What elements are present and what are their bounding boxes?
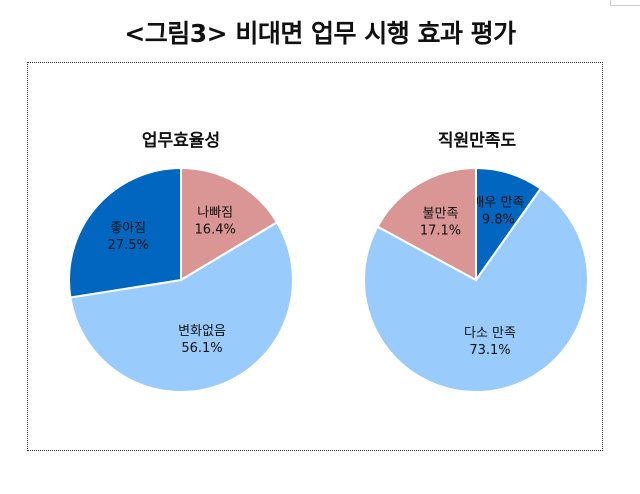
slice-label-0-0: 나빠짐 [197, 206, 233, 221]
slice-label-1-2: 불만족 [423, 206, 459, 221]
slice-value-0-1: 56.1% [181, 341, 222, 356]
slice-label-0-2: 좋아짐 [110, 221, 146, 236]
slice-value-0-0: 16.4% [195, 223, 236, 238]
slice-value-0-2: 27.5% [108, 238, 149, 253]
slice-label-0-1: 변화없음 [178, 324, 226, 339]
chart-frame [27, 62, 603, 451]
pie-slice-0-2 [68, 166, 182, 299]
slice-label-1-0: 매우 만족 [472, 196, 524, 211]
slice-value-1-2: 17.1% [420, 223, 461, 238]
pie-slice-1-1 [363, 187, 589, 393]
pie-slice-0-0 [180, 166, 279, 282]
slice-label-1-1: 다소 만족 [464, 326, 516, 341]
slice-value-1-0: 9.8% [482, 213, 515, 228]
pie-title-efficiency: 업무효율성 [142, 131, 220, 151]
corner-mark [610, 0, 640, 6]
pie-slice-0-1 [69, 221, 294, 394]
pie-slice-1-2 [376, 166, 477, 282]
pie-efficiency: 나빠짐 16.4% 변화없음 56.1% 좋아짐 27.5% [68, 166, 294, 394]
figure-title: <그림3> 비대면 업무 시행 효과 평가 [124, 19, 516, 48]
slice-value-1-1: 73.1% [469, 343, 510, 358]
pie-satisfaction: 매우 만족 9.8% 다소 만족 73.1% 불만족 17.1% [363, 166, 589, 393]
pie-title-satisfaction: 직원만족도 [438, 131, 517, 151]
